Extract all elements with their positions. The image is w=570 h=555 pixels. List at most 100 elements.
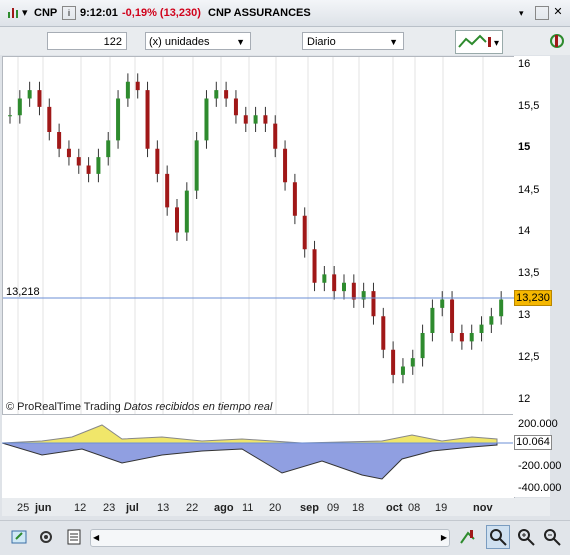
time-axis-label: 13 [157, 502, 170, 514]
candle [175, 207, 179, 233]
candle [155, 148, 160, 174]
time-axis-label: 23 [103, 502, 116, 514]
horizontal-scrollbar[interactable]: ◀ ▶ [90, 529, 450, 547]
dropdown-arrow-icon[interactable]: ▾ [22, 7, 28, 19]
candle [410, 358, 415, 367]
candle [116, 98, 121, 141]
chart-type-button[interactable]: ▾ [455, 30, 503, 54]
candle [47, 106, 52, 132]
price-axis-label: 12,5 [518, 351, 540, 363]
refresh-icon[interactable] [547, 30, 567, 52]
time-axis-label: 12 [74, 502, 87, 514]
candle [8, 115, 12, 117]
candle [66, 148, 71, 158]
title-bar: ▾ CNP i 9:12:01 -0,19% (13,230) CNP ASSU… [0, 0, 570, 27]
candle [76, 157, 81, 166]
price-axis [514, 56, 550, 497]
indicator-panel[interactable] [2, 414, 513, 498]
candle [27, 90, 32, 99]
price-axis-label: 15 [518, 141, 531, 153]
candle [57, 132, 62, 149]
cursor-icon[interactable] [486, 525, 510, 549]
candle [302, 215, 307, 250]
time-axis-label: jul [126, 502, 139, 514]
candle [459, 333, 464, 342]
change: -0,19% (13,230) [122, 7, 201, 19]
time-axis-label: 20 [269, 502, 282, 514]
credit-text: © ProRealTime Trading Datos recibidos en… [6, 401, 272, 413]
time-axis-label: nov [473, 502, 493, 514]
candle [204, 98, 209, 141]
zoom-in-icon[interactable] [516, 527, 536, 547]
time-axis-label: 08 [408, 502, 421, 514]
period-label: Diario [307, 36, 336, 48]
info-icon[interactable]: i [62, 6, 76, 20]
candle [499, 299, 504, 317]
candle [312, 249, 317, 283]
candle [135, 81, 140, 91]
candle [165, 173, 170, 208]
candle [145, 90, 150, 149]
chart-type-icon: ▾ [458, 34, 499, 49]
price-axis-label: 16 [518, 58, 531, 70]
units-input[interactable]: 122 [47, 32, 127, 50]
units-select[interactable]: (x) unidades ▼ [145, 32, 251, 50]
time-axis-label: 11 [242, 502, 254, 514]
time-axis-label: 09 [327, 502, 340, 514]
price-axis-label: 13 [518, 309, 531, 321]
chart-icon[interactable] [6, 5, 20, 21]
time-axis-label: 25 [17, 502, 30, 514]
indicator-axis-label: 200.000 [518, 418, 558, 430]
toolbar: 122 (x) unidades ▼ Diario ▼ ▾ [0, 27, 570, 55]
symbol: CNP [34, 7, 58, 19]
current-price-tag: 13,230 [514, 290, 552, 306]
reference-line-label: 13,218 [6, 286, 40, 298]
time-axis-label: 19 [435, 502, 448, 514]
zoom-out-icon[interactable] [542, 527, 562, 547]
maximize-icon[interactable] [535, 6, 549, 20]
candle [361, 291, 366, 300]
candle [273, 123, 278, 149]
drawing-tool-icon[interactable] [458, 527, 478, 547]
candle [263, 115, 268, 124]
candle [351, 282, 356, 300]
price-axis-label: 14 [518, 225, 531, 237]
candle [391, 349, 396, 375]
price-axis-label: 12 [518, 393, 531, 405]
units-label: (x) unidades [149, 36, 210, 48]
scroll-right-icon[interactable]: ▶ [440, 533, 447, 542]
candle [283, 148, 288, 183]
indicator-positive-area [2, 424, 498, 444]
list-icon[interactable] [66, 527, 82, 547]
candle [224, 90, 229, 99]
time-axis-label: ago [214, 502, 234, 514]
window-menu-icon[interactable]: ▾ [519, 8, 524, 18]
candle [469, 333, 474, 342]
candle [37, 90, 42, 107]
time-axis-label: 22 [186, 502, 199, 514]
chevron-down-icon: ▼ [236, 37, 245, 47]
candle [233, 98, 238, 116]
bottom-toolbar: ◀ ▶ [0, 520, 570, 555]
indicator-axis-label: -200.000 [518, 460, 562, 472]
price-axis-label: 13,5 [518, 267, 540, 279]
candle [440, 299, 445, 308]
candle [400, 366, 405, 375]
close-icon[interactable]: ✕ [553, 6, 563, 18]
window-icon[interactable] [10, 527, 30, 547]
price-axis-label: 15,5 [518, 100, 540, 112]
time-axis [2, 498, 550, 516]
svg-text:▾: ▾ [494, 38, 499, 49]
indicator-value-tag: 10.064 [514, 435, 552, 450]
time-axis-label: oct [386, 502, 403, 514]
time: 9:12:01 [80, 7, 118, 19]
settings-icon[interactable] [38, 527, 54, 547]
candle [332, 274, 337, 292]
candle [450, 299, 455, 333]
candle [420, 333, 425, 359]
candle [194, 140, 199, 191]
scroll-left-icon[interactable]: ◀ [93, 533, 100, 542]
time-axis-label: jun [35, 502, 52, 514]
period-select[interactable]: Diario ▼ [302, 32, 404, 50]
instrument-name: CNP ASSURANCES [208, 7, 311, 19]
